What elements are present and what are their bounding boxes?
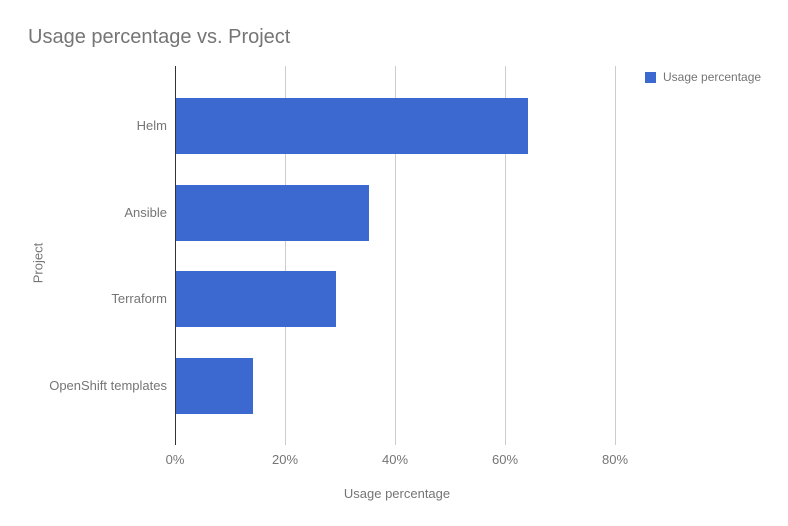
category-label: Ansible — [124, 204, 167, 220]
gridline — [615, 66, 616, 445]
x-tick-label: 40% — [381, 452, 409, 467]
x-tick-label: 60% — [491, 452, 519, 467]
plot-area — [175, 66, 620, 445]
legend-label: Usage percentage — [663, 70, 762, 84]
y-axis-title: Project — [30, 242, 46, 284]
gridline — [285, 66, 286, 445]
gridline — [505, 66, 506, 445]
gridline — [395, 66, 396, 445]
bar-terraform[interactable] — [176, 271, 336, 328]
x-axis-title: Usage percentage — [343, 486, 451, 501]
bar-openshift-templates[interactable] — [176, 358, 253, 415]
bar-ansible[interactable] — [176, 184, 369, 241]
legend-item[interactable]: Usage percentage — [645, 70, 761, 84]
category-label: Terraform — [111, 291, 167, 307]
y-axis-line — [175, 66, 176, 445]
chart-title: Usage percentage vs. Project — [28, 26, 291, 48]
x-tick-label: 80% — [601, 452, 629, 467]
category-label: OpenShift templates — [49, 378, 167, 394]
category-label: Helm — [136, 118, 167, 133]
bar-helm[interactable] — [176, 98, 528, 154]
x-tick-label: 20% — [271, 452, 299, 467]
x-tick-label: 0% — [165, 452, 185, 467]
legend-swatch-icon — [645, 71, 656, 83]
